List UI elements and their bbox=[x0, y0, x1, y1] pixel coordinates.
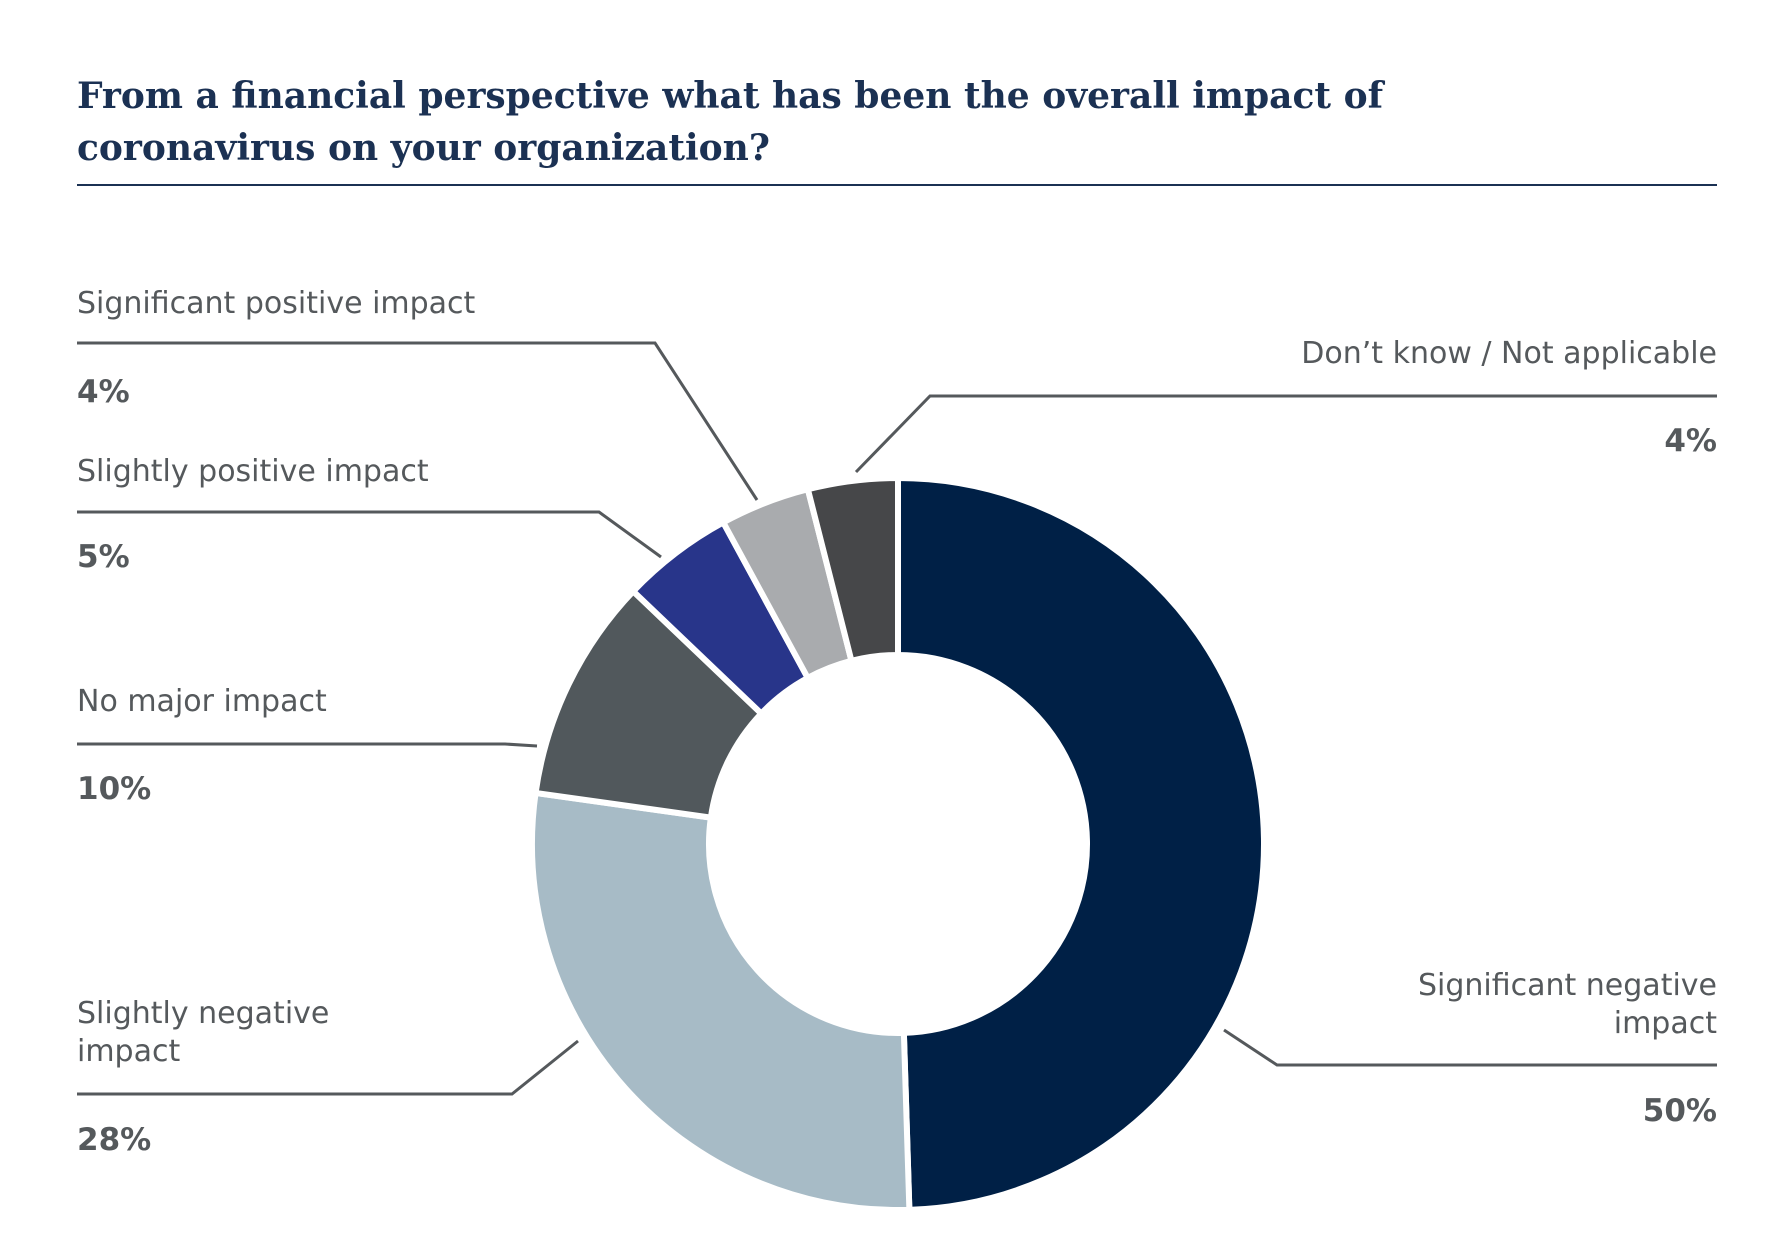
label-slightly-negative-2: impact bbox=[77, 1034, 180, 1069]
label-no-major: No major impact bbox=[77, 684, 327, 719]
label-significant-negative-2: impact bbox=[1614, 1006, 1717, 1041]
leader-no-major bbox=[77, 742, 538, 748]
value-slightly-negative: 28% bbox=[77, 1122, 151, 1158]
leader-significant-positive bbox=[77, 341, 759, 501]
label-slightly-positive: Slightly positive impact bbox=[77, 454, 429, 489]
leader-dont-know bbox=[854, 394, 1717, 474]
leader-slightly-positive bbox=[77, 510, 662, 559]
value-dont-know: 4% bbox=[1664, 423, 1717, 459]
value-no-major: 10% bbox=[77, 771, 151, 807]
donut-slices bbox=[529, 474, 1267, 1213]
slice-significant-negative-impact bbox=[895, 474, 1267, 1213]
chart-title-line-2: coronavirus on your organization? bbox=[77, 127, 770, 169]
slice-slightly-negative-impact bbox=[529, 789, 913, 1213]
label-slightly-negative-1: Slightly negative bbox=[77, 996, 329, 1031]
slice-don-t-know-not-applicable bbox=[804, 474, 901, 665]
value-significant-negative: 50% bbox=[1643, 1093, 1717, 1129]
leader-significant-negative bbox=[1223, 1028, 1717, 1067]
value-slightly-positive: 5% bbox=[77, 539, 130, 575]
leader-slightly-negative bbox=[77, 1039, 579, 1096]
label-dont-know: Don’t know / Not applicable bbox=[1301, 336, 1717, 371]
value-significant-positive: 4% bbox=[77, 374, 130, 410]
label-significant-positive: Significant positive impact bbox=[77, 286, 476, 321]
chart-title-line-1: From a financial perspective what has be… bbox=[77, 75, 1386, 117]
label-significant-negative-1: Significant negative bbox=[1418, 968, 1717, 1003]
